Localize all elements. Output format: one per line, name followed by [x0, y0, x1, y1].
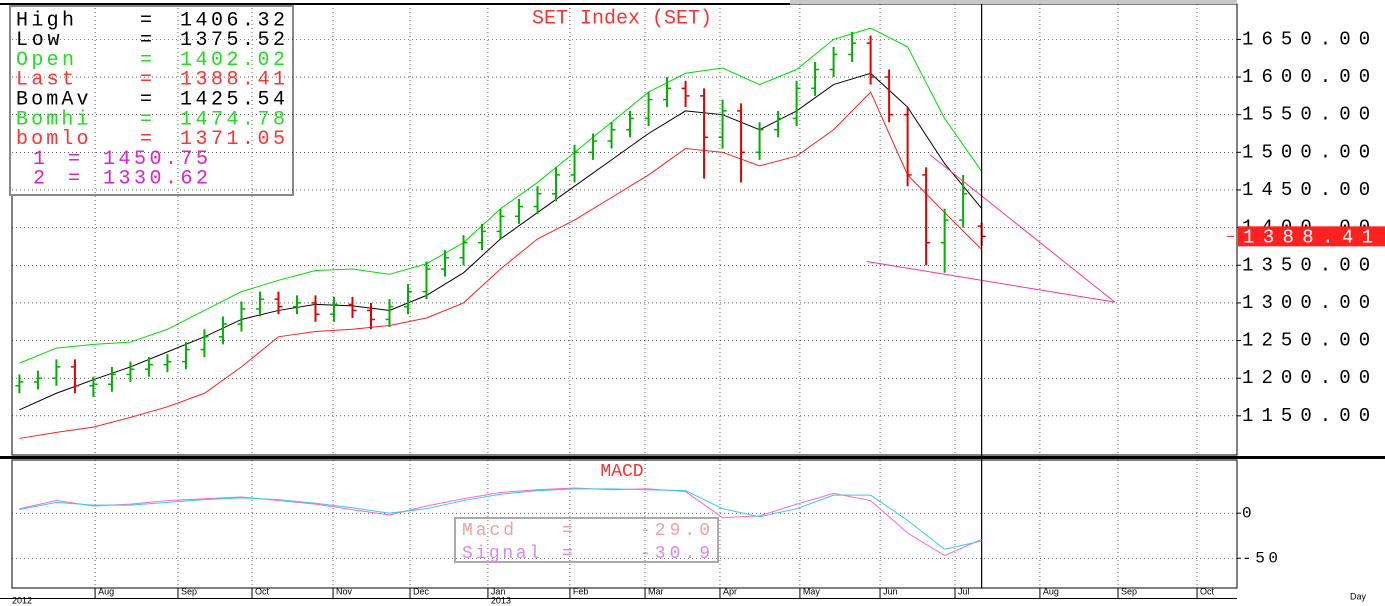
x-tick-label: Aug	[1043, 586, 1059, 596]
x-tick-label: Jun	[883, 586, 898, 596]
readout-separator: =	[562, 544, 573, 564]
chart-page: SET Index (SET) MACD Day Aug Sep Oct Nov Dec…	[0, 0, 1385, 606]
top-strip	[790, 0, 1237, 4]
x-tick-label: Mar	[648, 586, 664, 596]
chart-title: SET Index (SET)	[532, 7, 712, 30]
year-label: 2013	[491, 595, 511, 605]
x-tick-label: Dec	[413, 586, 430, 596]
readout-value: -29.0	[640, 521, 710, 541]
x-tick-label: Aug	[98, 586, 114, 596]
x-tick-label: Feb	[573, 586, 589, 596]
x-tick-label: Apr	[723, 586, 737, 596]
y-tick-label: 0	[1242, 504, 1252, 522]
x-tick-label: Jul	[958, 586, 970, 596]
macd-title: MACD	[600, 462, 643, 482]
readout-label: 2	[33, 168, 45, 191]
x-tick-label: May	[803, 586, 821, 596]
x-tick-label: Oct	[255, 586, 270, 596]
y-tick-label: -50	[1242, 549, 1278, 567]
x-tick-label: Sep	[181, 586, 197, 596]
readout-separator: =	[562, 521, 573, 541]
year-label: 2012	[12, 595, 32, 605]
x-tick-label: Oct	[1200, 586, 1215, 596]
readout-separator: =	[68, 168, 80, 191]
x-axis-label: Day	[1350, 591, 1367, 601]
x-tick-label: Nov	[336, 586, 353, 596]
x-tick-label: Sep	[1121, 586, 1137, 596]
readout-value: -30.9	[640, 544, 710, 564]
readout-value: 1330.62	[103, 168, 208, 191]
